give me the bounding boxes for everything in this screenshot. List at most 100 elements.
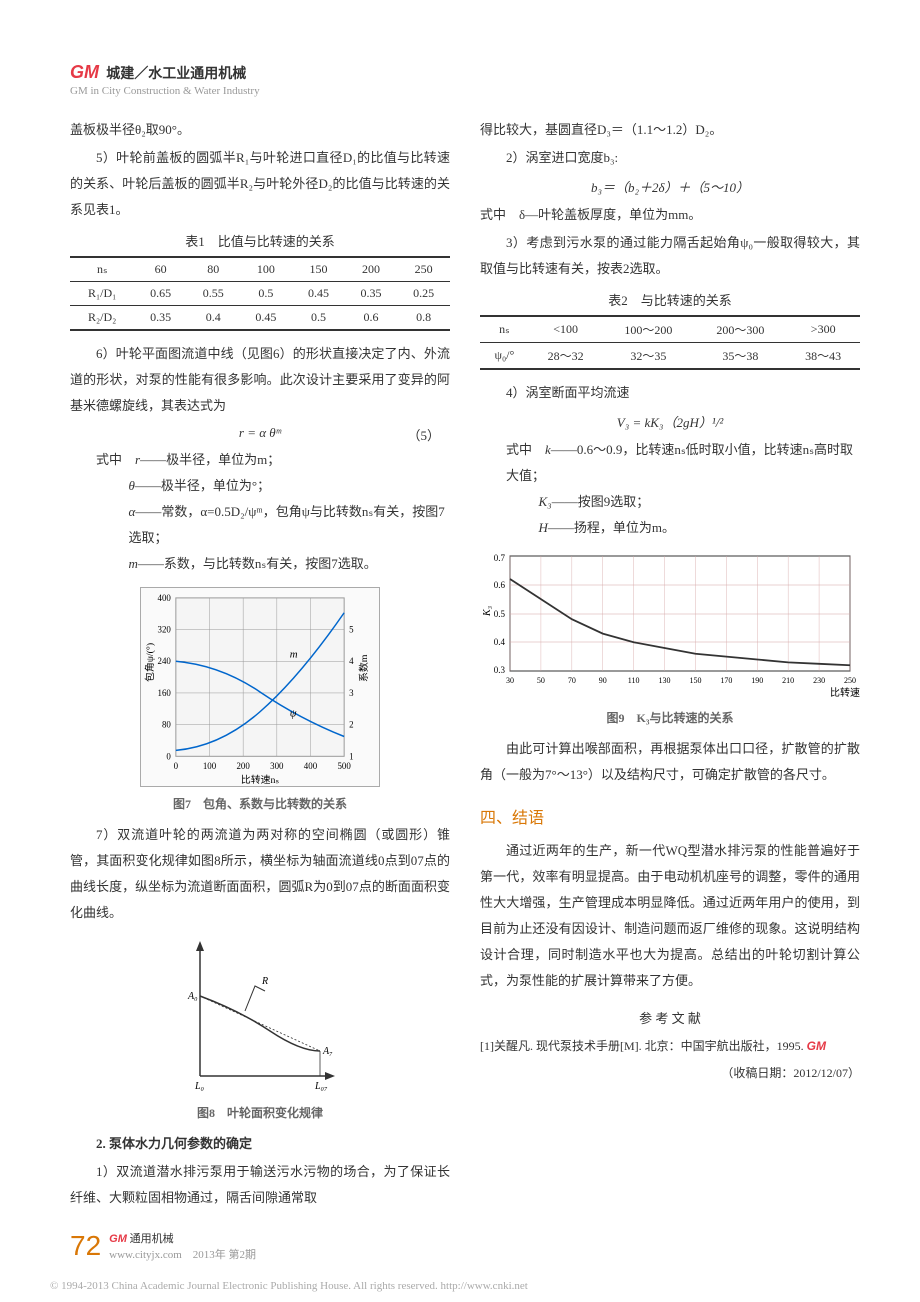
def-line: m——系数，与比转数nₛ有关，按图7选取。 bbox=[70, 551, 450, 577]
svg-text:70: 70 bbox=[568, 676, 576, 685]
def-line: H——扬程，单位为m。 bbox=[480, 515, 860, 541]
svg-text:包角ψ/(°): 包角ψ/(°) bbox=[143, 643, 156, 682]
table1: nₛ 60 80 100 150 200 250 R₁/D₁ 0.65 0.55… bbox=[70, 256, 450, 331]
svg-text:5: 5 bbox=[349, 625, 354, 635]
table2: nₛ <100 100～200 200～300 >300 ψ₀/° 28～32 … bbox=[480, 315, 860, 370]
figure-7: 0 80 160 240 320 400 1 2 3 4 5 0 100 200… bbox=[70, 587, 450, 812]
svg-text:80: 80 bbox=[162, 720, 171, 730]
svg-text:3: 3 bbox=[349, 688, 354, 698]
svg-text:比转速nₛ: 比转速nₛ bbox=[241, 773, 280, 786]
svg-text:L₀₇: L₀₇ bbox=[314, 1081, 328, 1092]
svg-text:A₇: A₇ bbox=[322, 1046, 333, 1057]
svg-text:m: m bbox=[290, 648, 298, 660]
references-title: 参 考 文 献 bbox=[480, 1008, 860, 1027]
svg-text:A₀: A₀ bbox=[187, 991, 198, 1002]
svg-text:2: 2 bbox=[349, 720, 353, 730]
chart7-svg: 0 80 160 240 320 400 1 2 3 4 5 0 100 200… bbox=[140, 587, 380, 787]
svg-text:110: 110 bbox=[628, 676, 640, 685]
copyright: © 1994-2013 China Academic Journal Elect… bbox=[50, 1280, 528, 1292]
footer-gm-logo: GM bbox=[109, 1233, 127, 1245]
table2-caption: 表2 与比转速的关系 bbox=[480, 290, 860, 309]
header-title: 城建／水工业通用机械 bbox=[106, 63, 246, 83]
content-area: 盖板极半径θ₂取90°。 5）叶轮前盖板的圆弧半R₁与叶轮进口直径D₁的比值与比… bbox=[0, 97, 920, 1213]
svg-text:200: 200 bbox=[236, 761, 250, 771]
fig9-caption: 图9 K₃与比转速的关系 bbox=[480, 709, 860, 726]
para: 式中 δ—叶轮盖板厚度，单位为mm。 bbox=[480, 202, 860, 228]
svg-text:4: 4 bbox=[349, 656, 354, 666]
svg-text:0.3: 0.3 bbox=[494, 665, 506, 675]
svg-text:30: 30 bbox=[506, 676, 514, 685]
svg-text:90: 90 bbox=[599, 676, 607, 685]
defs: 式中 k——0.6～0.9，比转速nₛ低时取小值，比转速nₛ高时取大值； K₃—… bbox=[480, 437, 860, 541]
svg-text:150: 150 bbox=[689, 676, 701, 685]
figure-9: 0.7 0.6 0.5 0.4 0.3 30507090110130150170… bbox=[480, 551, 860, 726]
svg-text:0.4: 0.4 bbox=[494, 637, 506, 647]
table-row: R₁/D₁ 0.65 0.55 0.5 0.45 0.35 0.25 bbox=[70, 282, 450, 306]
def-line: θ——极半径，单位为°； bbox=[70, 473, 450, 499]
svg-text:100: 100 bbox=[203, 761, 217, 771]
table1-caption: 表1 比值与比转速的关系 bbox=[70, 231, 450, 250]
svg-text:1: 1 bbox=[349, 751, 353, 761]
formula-5: r = α θᵐ （5） bbox=[70, 425, 450, 441]
header-subtitle: GM in City Construction & Water Industry bbox=[70, 85, 920, 97]
figure-8: A₀ A₇ L₀ L₀₇ R 图8 叶轮面积变化规律 bbox=[70, 936, 450, 1121]
svg-text:300: 300 bbox=[270, 761, 284, 771]
svg-text:130: 130 bbox=[659, 676, 671, 685]
page-header: GM 城建／水工业通用机械 GM in City Construction & … bbox=[0, 0, 920, 97]
svg-text:250: 250 bbox=[844, 676, 856, 685]
formula-v3: V₃ = kK₃（2gH）¹/² bbox=[480, 412, 860, 431]
svg-text:0.7: 0.7 bbox=[494, 553, 506, 563]
para: 通过近两年的生产，新一代WQ型潜水排污泵的性能普遍好于第一代，效率有明显提高。由… bbox=[480, 838, 860, 994]
svg-text:400: 400 bbox=[304, 761, 318, 771]
table-row: ψ₀/° 28～32 32～35 35～38 38～43 bbox=[480, 343, 860, 370]
svg-text:ψ: ψ bbox=[290, 708, 297, 720]
svg-text:系数m: 系数m bbox=[357, 654, 370, 682]
para: 6）叶轮平面图流道中线（见图6）的形状直接决定了内、外流道的形状，对泵的性能有很… bbox=[70, 341, 450, 419]
svg-text:400: 400 bbox=[158, 593, 172, 603]
svg-text:比转速: 比转速 bbox=[830, 686, 860, 699]
para: 7）双流道叶轮的两流道为两对称的空间椭圆（或圆形）锥管，其面积变化规律如图8所示… bbox=[70, 822, 450, 926]
def-line: K₃——按图9选取； bbox=[480, 489, 860, 515]
para: 得比较大，基圆直径D₃＝（1.1～1.2）D₂。 bbox=[480, 117, 860, 143]
svg-text:190: 190 bbox=[751, 676, 763, 685]
svg-text:L₀: L₀ bbox=[194, 1081, 205, 1092]
heading-2: 2. 泵体水力几何参数的确定 bbox=[70, 1131, 450, 1157]
def-line: α——常数，α=0.5D₂/ψᵐ，包角ψ与比转数nₛ有关，按图7选取； bbox=[70, 499, 450, 551]
para: 2）涡室进口宽度b₃: bbox=[480, 145, 860, 171]
para: 由此可计算出喉部面积，再根据泵体出口口径，扩散管的扩散角（一般为7°～13°）以… bbox=[480, 736, 860, 788]
section-4-title: 四、结语 bbox=[480, 804, 860, 828]
page-number: 72 bbox=[70, 1230, 101, 1262]
svg-text:320: 320 bbox=[158, 625, 172, 635]
para: 1）双流道潜水排污泵用于输送污水污物的场合，为了保证长纤维、大颗粒固相物通过，隔… bbox=[70, 1159, 450, 1211]
fig7-caption: 图7 包角、系数与比转数的关系 bbox=[70, 795, 450, 812]
svg-text:230: 230 bbox=[813, 676, 825, 685]
svg-text:500: 500 bbox=[337, 761, 351, 771]
para: 5）叶轮前盖板的圆弧半R₁与叶轮进口直径D₁的比值与比转速的关系、叶轮后盖板的圆… bbox=[70, 145, 450, 223]
chart9-svg: 0.7 0.6 0.5 0.4 0.3 30507090110130150170… bbox=[480, 551, 860, 701]
reference-1: [1]关醒凡. 现代泵技术手册[M]. 北京：中国宇航出版社，1995. GM bbox=[480, 1035, 860, 1058]
right-column: 得比较大，基圆直径D₃＝（1.1～1.2）D₂。 2）涡室进口宽度b₃: b₃＝… bbox=[480, 117, 860, 1213]
svg-text:0.5: 0.5 bbox=[494, 609, 506, 619]
table-row: R₂/D₂ 0.35 0.4 0.45 0.5 0.6 0.8 bbox=[70, 306, 450, 331]
left-column: 盖板极半径θ₂取90°。 5）叶轮前盖板的圆弧半R₁与叶轮进口直径D₁的比值与比… bbox=[70, 117, 450, 1213]
def-line: 式中 k——0.6～0.9，比转速nₛ低时取小值，比转速nₛ高时取大值； bbox=[480, 437, 860, 489]
svg-text:R: R bbox=[261, 976, 268, 987]
svg-text:170: 170 bbox=[720, 676, 732, 685]
gm-logo: GM bbox=[70, 62, 99, 83]
chart8-svg: A₀ A₇ L₀ L₀₇ R bbox=[170, 936, 350, 1096]
svg-text:240: 240 bbox=[158, 656, 172, 666]
page-footer: 72 GM 通用机械 www.cityjx.com 2013年 第2期 bbox=[70, 1230, 256, 1262]
para: 3）考虑到污水泵的通过能力隔舌起始角ψ₀一般取得较大，其取值与比转速有关，按表2… bbox=[480, 230, 860, 282]
svg-text:160: 160 bbox=[158, 688, 172, 698]
formula-b3: b₃＝（b₂＋2δ）＋（5～10） bbox=[480, 177, 860, 196]
svg-text:K₃: K₃ bbox=[482, 605, 493, 617]
para: 盖板极半径θ₂取90°。 bbox=[70, 117, 450, 143]
para: 4）涡室断面平均流速 bbox=[480, 380, 860, 406]
svg-text:0: 0 bbox=[174, 761, 179, 771]
received-date: （收稿日期：2012/12/07） bbox=[480, 1064, 860, 1081]
table-row: nₛ 60 80 100 150 200 250 bbox=[70, 257, 450, 282]
table-row: nₛ <100 100～200 200～300 >300 bbox=[480, 316, 860, 343]
svg-text:0: 0 bbox=[166, 751, 171, 761]
defs: 式中 r——极半径，单位为m； θ——极半径，单位为°； α——常数，α=0.5… bbox=[70, 447, 450, 577]
svg-text:210: 210 bbox=[782, 676, 794, 685]
